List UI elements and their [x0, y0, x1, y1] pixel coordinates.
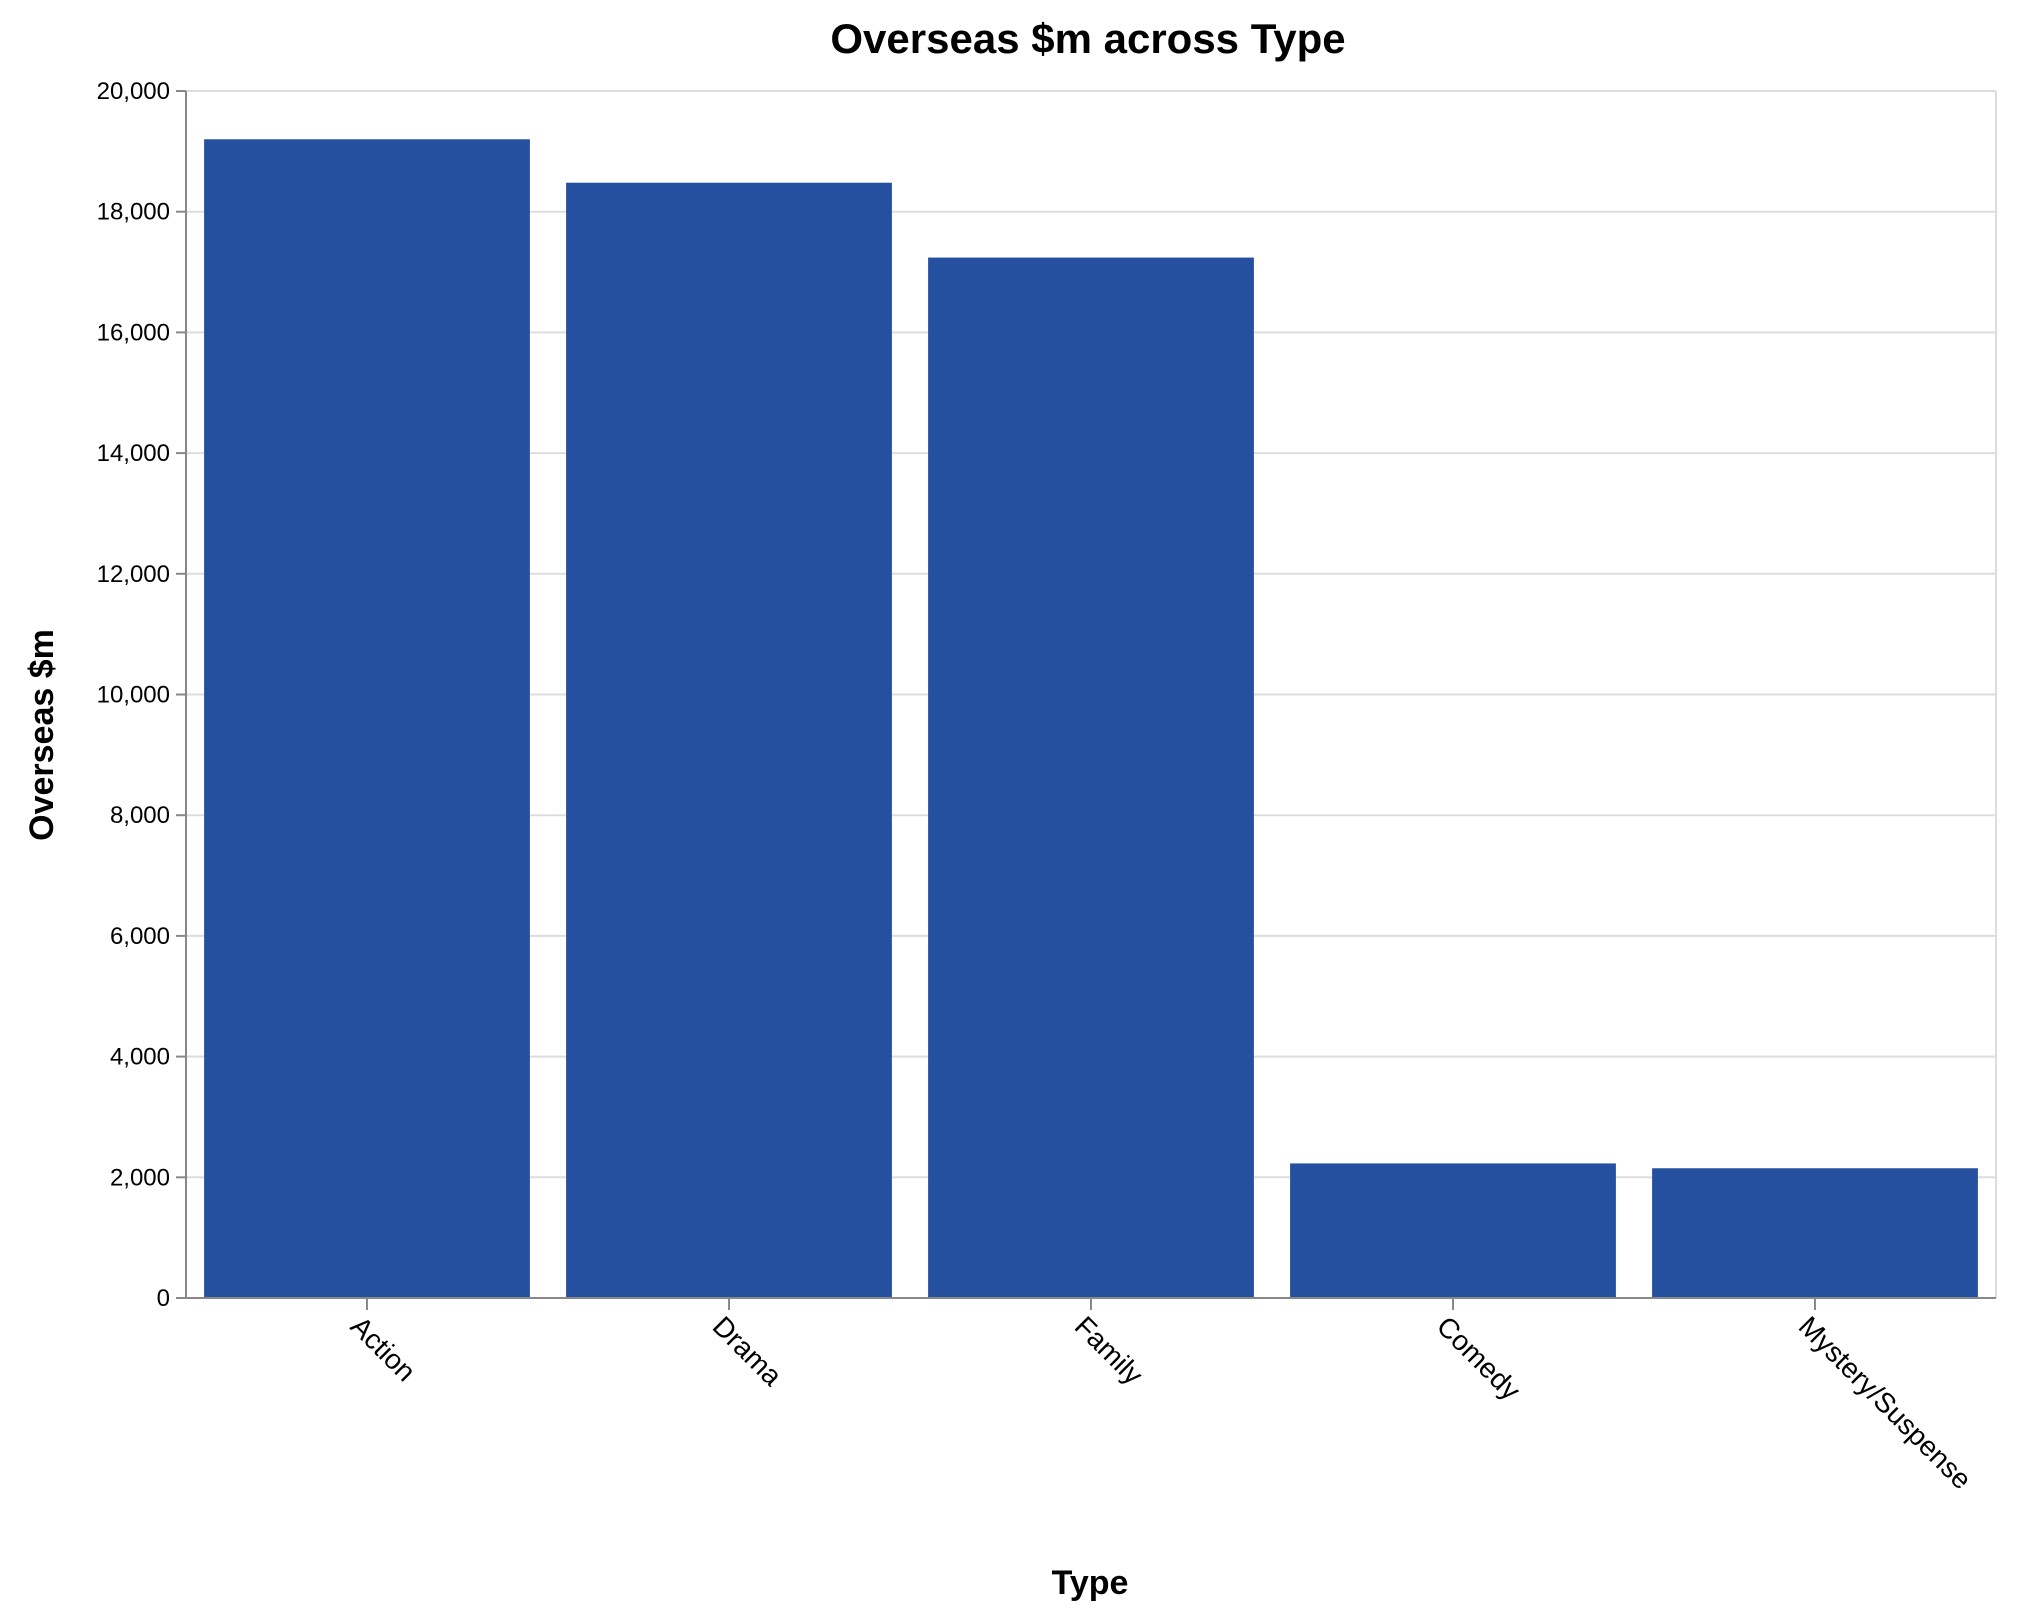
- x-tick-label: Drama: [707, 1310, 789, 1392]
- bars: [204, 139, 1978, 1299]
- y-tick-label: 4,000: [110, 1044, 170, 1071]
- y-tick-label: 14,000: [97, 440, 170, 467]
- y-tick-label: 18,000: [97, 199, 170, 226]
- x-axis-title: Type: [1052, 1564, 1129, 1602]
- y-tick-label: 20,000: [97, 78, 170, 105]
- y-tick-label: 16,000: [97, 319, 170, 346]
- y-tick-label: 8,000: [110, 802, 170, 829]
- y-tick-label: 0: [157, 1285, 170, 1312]
- x-tick-label: Action: [345, 1310, 422, 1387]
- bar-action[interactable]: [204, 139, 530, 1298]
- bar-drama[interactable]: [566, 182, 892, 1299]
- y-tick-label: 6,000: [110, 923, 170, 950]
- y-tick-label: 12,000: [97, 561, 170, 588]
- bar-comedy[interactable]: [1290, 1163, 1616, 1298]
- y-axis-title: Overseas $m: [23, 629, 61, 841]
- x-tick-label: Comedy: [1431, 1310, 1527, 1406]
- chart-title: Overseas $m across Type: [830, 15, 1345, 62]
- y-axis-ticks: 0 2,000 4,000 6,000 8,000 10,000 12,000 14,000 1…: [97, 78, 186, 1312]
- x-axis-ticks: Action Drama Family Comedy Mystery/Suspense: [345, 1298, 1978, 1495]
- bar-mystery-suspense[interactable]: [1652, 1168, 1978, 1298]
- y-tick-label: 10,000: [97, 682, 170, 709]
- bar-family[interactable]: [928, 257, 1254, 1298]
- x-tick-label: Mystery/Suspense: [1793, 1310, 1978, 1495]
- x-tick-label: Family: [1069, 1310, 1149, 1390]
- y-tick-label: 2,000: [110, 1164, 170, 1191]
